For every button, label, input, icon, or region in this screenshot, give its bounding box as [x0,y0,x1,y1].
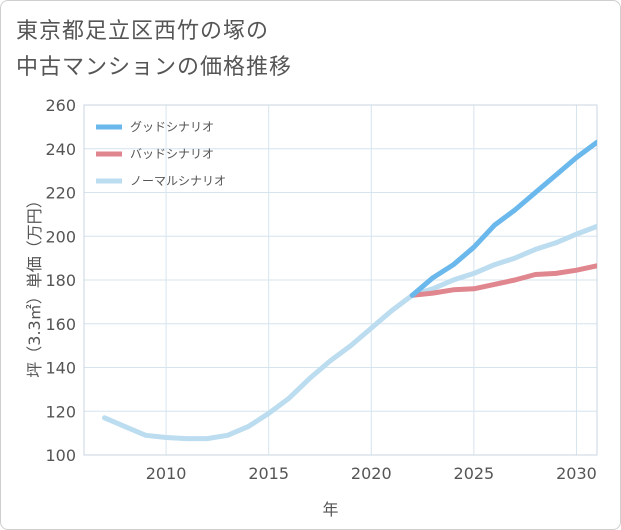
legend-good-label: グッドシナリオ [130,120,214,134]
y-tick-label: 160 [45,315,76,334]
y-tick-label: 120 [45,402,76,421]
y-axis-label: 坪（3.3㎡）単価（万円） [25,192,44,377]
x-tick-label: 2010 [146,464,187,483]
legend-normal-label: ノーマルシナリオ [130,174,226,188]
chart-title-line1: 東京都足立区西竹の塚の [16,19,270,44]
x-tick-label: 2020 [351,464,392,483]
y-tick-label: 180 [45,271,76,290]
chart-title-line2: 中古マンションの価格推移 [16,55,293,80]
plot-border [83,104,598,456]
y-tick-label: 240 [45,140,76,159]
legend-bad-label: バッドシナリオ [130,147,214,161]
x-axis-label: 年 [322,500,338,519]
x-tick-label: 2015 [248,464,289,483]
good-scenario-line [409,139,597,298]
chart-title: 東京都足立区西竹の塚の 中古マンションの価格推移 [16,14,576,86]
y-tick-label: 220 [45,184,76,203]
y-tick-label: 200 [45,227,76,246]
x-tick-label: 2025 [454,464,495,483]
y-tick-label: 100 [45,446,76,465]
x-tick-label: 2030 [556,464,597,483]
bad-scenario-line [409,263,597,298]
y-tick-label: 140 [45,359,76,378]
normal-scenario-line [102,223,597,442]
y-tick-label: 260 [45,96,76,115]
